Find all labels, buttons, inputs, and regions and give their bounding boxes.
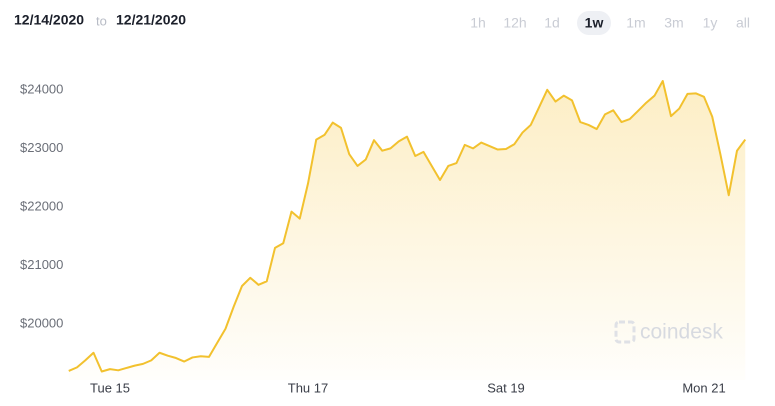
- range-button[interactable]: 1h: [470, 15, 486, 31]
- range-button[interactable]: 3m: [664, 15, 683, 31]
- date-separator: to: [96, 13, 107, 28]
- range-button[interactable]: 1m: [626, 15, 645, 31]
- range-selected-bg: [577, 11, 611, 35]
- range-button[interactable]: 1y: [703, 15, 718, 31]
- area: [68, 81, 746, 380]
- watermark: coindesk: [614, 320, 723, 344]
- y-tick-label: $21000: [20, 257, 63, 272]
- range-button[interactable]: 1d: [544, 15, 560, 31]
- watermark-icon: [614, 320, 636, 344]
- range-button[interactable]: 12h: [503, 15, 526, 31]
- x-tick-label: Thu 17: [288, 380, 328, 395]
- y-tick-label: $24000: [20, 81, 63, 96]
- range-button[interactable]: all: [736, 15, 750, 31]
- y-tick-label: $20000: [20, 315, 63, 330]
- start-date: 12/14/2020: [14, 12, 84, 28]
- end-date: 12/21/2020: [116, 12, 186, 28]
- x-tick-label: Sat 19: [487, 380, 525, 395]
- watermark-text: coindesk: [640, 321, 723, 344]
- x-tick-label: Mon 21: [682, 380, 725, 395]
- range-selector: 1h 12h 1d 1w 1m 3m 1y all: [470, 11, 750, 35]
- x-tick-label: Tue 15: [90, 380, 130, 395]
- range-button[interactable]: 1w: [585, 15, 604, 31]
- y-tick-label: $23000: [20, 140, 63, 155]
- y-tick-label: $22000: [20, 198, 63, 213]
- price-line: [68, 80, 747, 373]
